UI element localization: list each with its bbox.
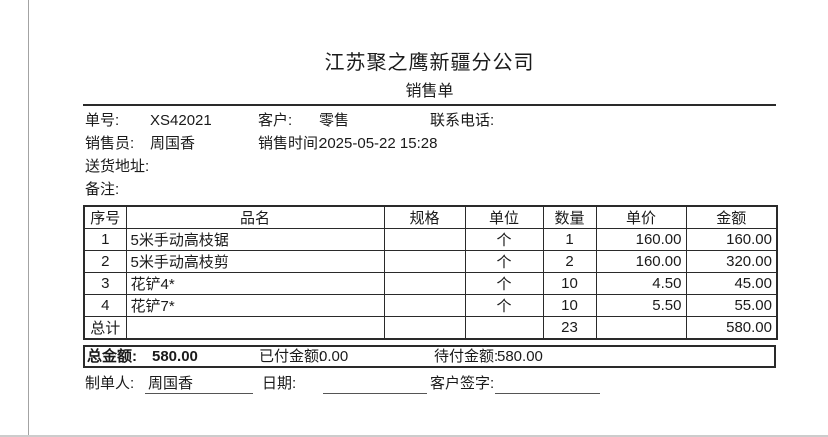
customer-signature-label: 客户签字:: [430, 375, 495, 392]
preparer-signature-line: [145, 393, 253, 394]
col-header-unit: 单位: [464, 205, 544, 229]
total-row-price-empty: [595, 316, 687, 340]
total-row-spec-empty: [383, 316, 466, 340]
cell-no: 4: [83, 294, 127, 317]
info-row-3: 送货地址:: [83, 155, 776, 178]
signature-section: 制单人: 周国香 日期: 客户签字:: [83, 374, 776, 396]
cell-no: 3: [83, 272, 127, 295]
col-header-name: 品名: [125, 205, 385, 229]
items-table: 序号 品名 规格 单位 数量 单价 金额 1 5米手动高枝锯 个 1 160.0…: [83, 205, 778, 340]
total-row-unit-empty: [464, 316, 544, 340]
cell-amount: 320.00: [685, 250, 778, 273]
customer-value: 零售: [319, 112, 350, 129]
date-signature-line: [323, 393, 427, 394]
cell-price: 4.50: [595, 272, 687, 295]
payment-summary-box: 总金额: 580.00 已付金额: 0.00 待付金额: 580.00: [83, 345, 776, 368]
cell-qty: 10: [542, 294, 597, 317]
date-label: 日期:: [262, 375, 297, 392]
cell-amount: 45.00: [685, 272, 778, 295]
cell-amount: 160.00: [685, 228, 778, 251]
col-header-spec: 规格: [383, 205, 466, 229]
bottom-edge-line: [0, 435, 828, 437]
cell-amount: 55.00: [685, 294, 778, 317]
preparer-label: 制单人:: [85, 375, 135, 392]
col-header-amount: 金额: [685, 205, 778, 229]
doc-type-title: 销售单: [405, 83, 454, 100]
order-info-section: 单号: XS42021 客户: 零售 联系电话: 销售员: 周国香 销售时间: …: [83, 109, 776, 201]
phone-label: 联系电话:: [430, 112, 495, 129]
cell-qty: 1: [542, 228, 597, 251]
unpaid-amount-value: 580.00: [497, 348, 543, 365]
cell-name: 花铲4*: [125, 272, 385, 295]
unpaid-amount-label: 待付金额:: [434, 348, 499, 365]
table-total-row: 总计 23 580.00: [83, 316, 778, 340]
table-header-row: 序号 品名 规格 单位 数量 单价 金额: [83, 205, 778, 229]
sale-time-value: 2025-05-22 15:28: [319, 135, 438, 152]
preparer-value: 周国香: [148, 375, 194, 392]
info-row-2: 销售员: 周国香 销售时间: 2025-05-22 15:28: [83, 132, 776, 155]
table-row: 4 花铲7* 个 10 5.50 55.00: [83, 294, 778, 317]
col-header-no: 序号: [83, 205, 127, 229]
cell-unit: 个: [464, 272, 544, 295]
paid-amount-label: 已付金额:: [259, 348, 324, 365]
cell-qty: 2: [542, 250, 597, 273]
cell-name: 5米手动高枝锯: [125, 228, 385, 251]
cell-price: 160.00: [595, 250, 687, 273]
customer-signature-line: [495, 393, 600, 394]
info-row-4: 备注:: [83, 178, 776, 201]
order-no-value: XS42021: [150, 112, 212, 129]
total-amount-label: 总金额:: [87, 348, 137, 365]
page-edge-line: [28, 0, 29, 437]
cell-unit: 个: [464, 228, 544, 251]
cell-qty: 10: [542, 272, 597, 295]
paid-amount-value: 0.00: [319, 348, 349, 365]
address-label: 送货地址:: [85, 158, 150, 175]
col-header-price: 单价: [595, 205, 687, 229]
cell-price: 160.00: [595, 228, 687, 251]
table-row: 1 5米手动高枝锯 个 1 160.00 160.00: [83, 228, 778, 251]
remark-label: 备注:: [85, 181, 120, 198]
total-amount-value: 580.00: [152, 348, 198, 365]
salesperson-label: 销售员:: [85, 135, 135, 152]
table-row: 2 5米手动高枝剪 个 2 160.00 320.00: [83, 250, 778, 273]
cell-spec: [383, 228, 466, 251]
header-divider: [83, 104, 776, 106]
sale-time-label: 销售时间:: [258, 135, 323, 152]
order-no-label: 单号:: [85, 112, 120, 129]
salesperson-value: 周国香: [150, 135, 196, 152]
total-row-label: 总计: [83, 316, 127, 340]
company-title: 江苏聚之鹰新疆分公司: [324, 52, 535, 74]
total-row-amount: 580.00: [685, 316, 778, 340]
cell-unit: 个: [464, 294, 544, 317]
total-row-qty: 23: [542, 316, 597, 340]
col-header-qty: 数量: [542, 205, 597, 229]
receipt-content: 江苏聚之鹰新疆分公司 销售单 单号: XS42021 客户: 零售 联系电话: …: [83, 0, 778, 437]
cell-name: 5米手动高枝剪: [125, 250, 385, 273]
customer-label: 客户:: [258, 112, 293, 129]
cell-spec: [383, 294, 466, 317]
cell-spec: [383, 272, 466, 295]
total-row-name-empty: [125, 316, 385, 340]
cell-name: 花铲7*: [125, 294, 385, 317]
info-row-1: 单号: XS42021 客户: 零售 联系电话:: [83, 109, 776, 132]
cell-price: 5.50: [595, 294, 687, 317]
cell-no: 1: [83, 228, 127, 251]
table-row: 3 花铲4* 个 10 4.50 45.00: [83, 272, 778, 295]
cell-unit: 个: [464, 250, 544, 273]
cell-no: 2: [83, 250, 127, 273]
cell-spec: [383, 250, 466, 273]
